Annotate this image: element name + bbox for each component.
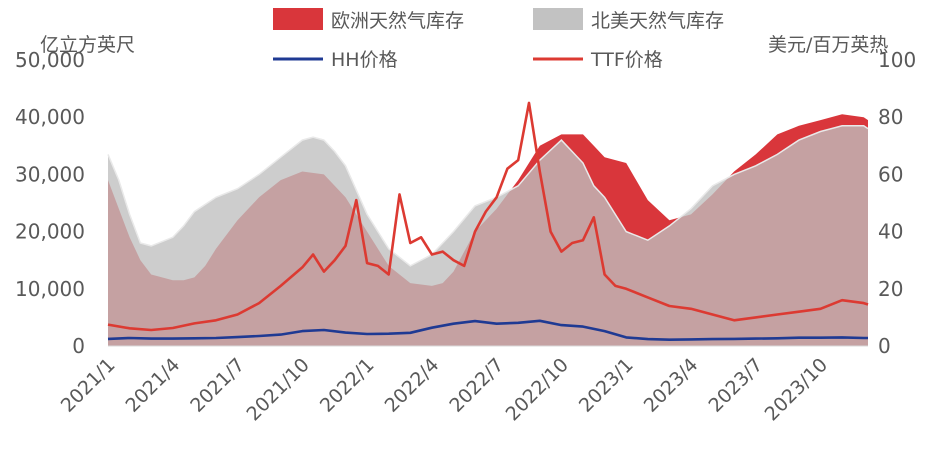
x-tick-label: 2021/1 (57, 354, 120, 417)
left-tick-label: 20,000 (15, 220, 85, 244)
legend-swatch (273, 8, 323, 30)
legend-label: HH价格 (331, 49, 398, 71)
left-tick-label: 40,000 (15, 105, 85, 129)
ttf-price-line (107, 101, 869, 332)
right-axis-unit: 美元/百万英热 (768, 34, 889, 56)
x-tick-label: 2023/10 (761, 354, 832, 425)
right-tick-label: 80 (878, 105, 903, 129)
legend-item: TTF价格 (533, 49, 663, 71)
x-tick-label: 2022/4 (381, 354, 444, 417)
na-storage-outline (107, 125, 869, 267)
legend-label: TTF价格 (590, 49, 663, 71)
x-tick-label: 2023/4 (640, 354, 703, 417)
x-tick-label: 2021/7 (186, 354, 249, 417)
legend-item: HH价格 (273, 49, 398, 71)
x-tick-label: 2023/7 (704, 354, 767, 417)
legend-label: 北美天然气库存 (591, 10, 724, 32)
x-tick-label: 2022/1 (316, 354, 379, 417)
left-axis-unit: 亿立方英尺 (40, 34, 136, 56)
x-tick-label: 2023/1 (575, 354, 638, 417)
right-tick-label: 0 (878, 334, 891, 358)
legend: 欧洲天然气库存 北美天然气库存 HH价格 TTF价格 (273, 8, 724, 71)
x-tick-label: 2022/7 (445, 354, 508, 417)
x-tick-label: 2021/10 (242, 354, 313, 425)
hh-price-line (107, 319, 868, 341)
legend-label: 欧洲天然气库存 (331, 10, 464, 32)
left-tick-label: 10,000 (15, 277, 85, 301)
na-storage-area (108, 125, 868, 346)
areas-layer (107, 114, 869, 346)
left-tick-label: 50,000 (15, 48, 85, 72)
left-tick-label: 0 (72, 334, 85, 358)
left-tick-label: 30,000 (15, 162, 85, 186)
x-tick-label: 2022/10 (502, 354, 573, 425)
lines-layer (107, 101, 869, 341)
right-tick-label: 60 (878, 162, 903, 186)
legend-swatch (533, 8, 583, 30)
x-tick-label: 2021/4 (121, 354, 184, 417)
right-tick-label: 100 (878, 48, 916, 72)
legend-item: 北美天然气库存 (533, 8, 724, 32)
right-tick-label: 20 (878, 277, 903, 301)
right-tick-label: 40 (878, 220, 903, 244)
legend-item: 欧洲天然气库存 (273, 8, 464, 32)
